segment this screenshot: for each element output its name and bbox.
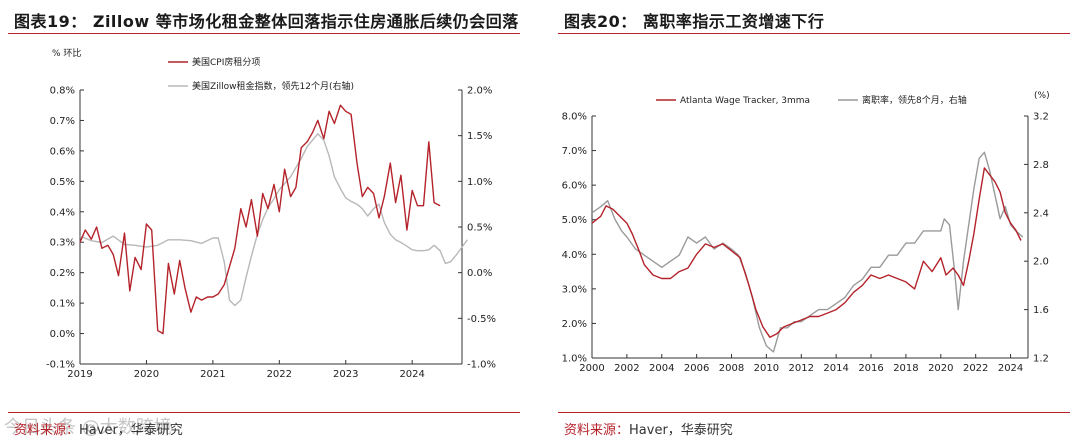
y-tick-label-left: 0.3% (50, 238, 75, 249)
y-tick-label-right: -0.5% (467, 314, 496, 325)
y-tick-label-right: 1.0% (467, 177, 492, 188)
y-tick-label-left: 0.7% (50, 116, 75, 127)
x-tick-label: 2023 (333, 369, 358, 380)
x-tick-label: 2020 (928, 363, 953, 374)
left-footer-divider (8, 412, 520, 413)
right-source-label: 资料来源： (564, 423, 630, 438)
series-line-1 (79, 133, 468, 307)
x-tick-label: 2008 (719, 363, 744, 374)
left-title-divider (8, 33, 520, 34)
x-tick-label: 2004 (649, 363, 674, 374)
y-tick-label-left: 0.6% (50, 146, 75, 157)
y-tick-label-right: 2.8 (1033, 160, 1049, 171)
x-tick-label: 2024 (998, 363, 1023, 374)
left-y-axis-label: % 环比 (52, 47, 81, 59)
x-tick-label: 2021 (200, 369, 225, 380)
y-tick-label-right: 1.2 (1033, 354, 1049, 365)
y-tick-label-left: 0.1% (50, 299, 75, 310)
y-tick-label-left: 5.0% (562, 215, 587, 226)
x-tick-label: 2002 (614, 363, 639, 374)
left-source-text: Haver，华泰研究 (79, 423, 183, 438)
x-tick-label: 2016 (858, 363, 883, 374)
y-tick-label-left: 0.0% (50, 329, 75, 340)
y-tick-label-right: 2.4 (1033, 208, 1049, 219)
y-tick-label-right: 0.0% (467, 268, 492, 279)
y-tick-label-left: 6.0% (562, 181, 587, 192)
y-tick-label-left: 2.0% (562, 319, 587, 330)
y-tick-label-left: 0.5% (50, 177, 75, 188)
x-tick-label: 2018 (893, 363, 918, 374)
left-chart-panel: 图表19： Zillow 等市场化租金整体回落指示住房通胀后续仍会回落 -0.1… (0, 0, 530, 445)
y-tick-label-left: -0.1% (46, 360, 75, 371)
y-tick-label-right: 0.5% (467, 223, 492, 234)
left-chart-title: 图表19： Zillow 等市场化租金整体回落指示住房通胀后续仍会回落 (14, 12, 519, 31)
left-source: 资料来源：Haver，华泰研究 (14, 419, 183, 438)
y-tick-label-left: 4.0% (562, 250, 587, 261)
y-tick-label-right: 3.2 (1033, 112, 1049, 123)
y-tick-label-right: -1.0% (467, 360, 496, 371)
series-line-0 (79, 104, 441, 335)
x-tick-label: 2014 (823, 363, 848, 374)
legend-label-1: 离职率，领先8个月，右轴 (862, 94, 967, 106)
y-tick-label-right: 2.0 (1033, 257, 1049, 268)
x-tick-label: 2022 (267, 369, 292, 380)
y-tick-label-left: 0.4% (50, 207, 75, 218)
x-tick-label: 2010 (754, 363, 779, 374)
x-tick-label: 2006 (684, 363, 709, 374)
x-tick-label: 2020 (134, 369, 159, 380)
x-tick-label: 2000 (579, 363, 604, 374)
y-tick-label-left: 1.0% (562, 354, 587, 365)
right-source: 资料来源：Haver，华泰研究 (564, 419, 733, 438)
legend-label-0: Atlanta Wage Tracker, 3mma (680, 96, 810, 106)
right-chart-panel: 图表20： 离职率指示工资增速下行 1.0% 2.0% 3.0% 4.0% 5.0% 6.… (550, 0, 1080, 445)
left-line-chart: -0.1% 0.0% 0.1% 0.2% 0.3% 0.4% 0.5% 0.6% 0.7% 0.8… (46, 47, 496, 380)
x-tick-label: 2024 (399, 369, 424, 380)
series-line-1 (591, 151, 1024, 353)
x-tick-label: 2012 (789, 363, 814, 374)
legend-label-1: 美国Zillow租金指数，领先12个月(右轴) (192, 80, 354, 92)
right-y-axis-label: (%) (1034, 91, 1050, 101)
y-tick-label-left: 0.8% (50, 86, 75, 97)
y-tick-label-left: 3.0% (562, 284, 587, 295)
y-tick-label-right: 1.5% (467, 131, 492, 142)
right-source-text: Haver，华泰研究 (629, 423, 733, 438)
y-tick-label-left: 0.2% (50, 268, 75, 279)
right-title-divider (558, 33, 1070, 34)
right-chart-title: 图表20： 离职率指示工资增速下行 (564, 12, 825, 31)
x-tick-label: 2019 (67, 369, 92, 380)
x-tick-label: 2022 (963, 363, 988, 374)
y-tick-label-right: 2.0% (467, 86, 492, 97)
watermark: 今日头条 @大数跨境 (4, 417, 172, 438)
y-tick-label-left: 7.0% (562, 146, 587, 157)
y-tick-label-left: 8.0% (562, 112, 587, 123)
series-line-0 (591, 167, 1022, 338)
right-line-chart: 1.0% 2.0% 3.0% 4.0% 5.0% 6.0% 7.0% 8.0% 1.2 1.6 2.… (562, 91, 1050, 374)
right-footer-divider (558, 412, 1070, 413)
left-source-label: 资料来源： (14, 423, 80, 438)
y-tick-label-right: 1.6 (1033, 305, 1049, 316)
legend-label-0: 美国CPI房租分项 (192, 56, 260, 68)
